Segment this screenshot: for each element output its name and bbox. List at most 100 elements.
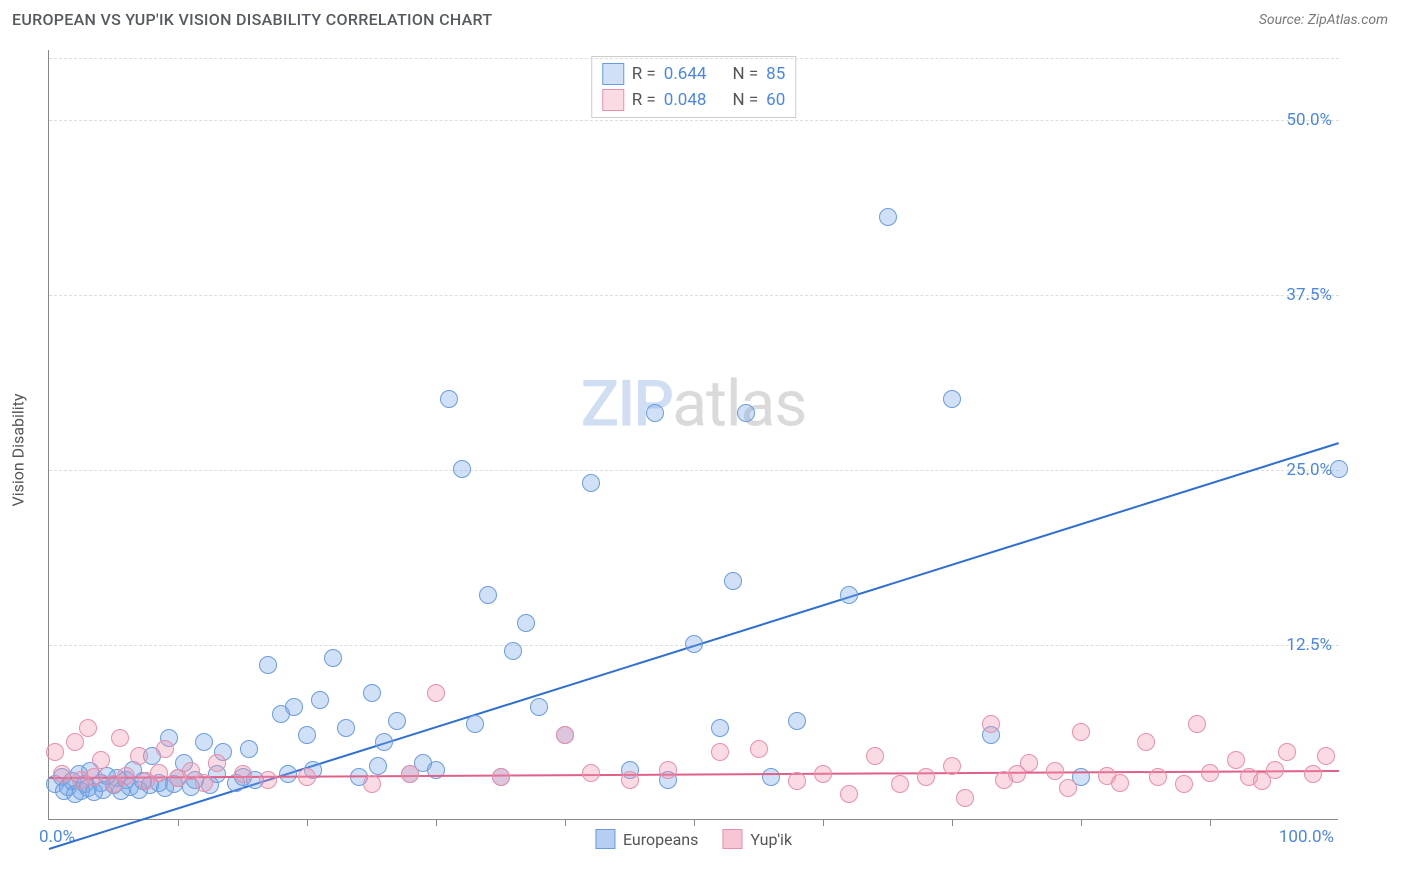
data-point [388, 712, 406, 730]
stat-n-label: N = [732, 64, 758, 84]
data-point [363, 684, 381, 702]
data-point [427, 684, 445, 702]
data-point [530, 698, 548, 716]
data-point [956, 789, 974, 807]
data-point [1227, 751, 1245, 769]
data-point [111, 729, 129, 747]
data-point [298, 768, 316, 786]
data-point [1188, 715, 1206, 733]
data-point [369, 757, 387, 775]
data-point [762, 768, 780, 786]
stat-r-value: 0.048 [664, 90, 707, 110]
stat-r-value: 0.644 [664, 64, 707, 84]
data-point [298, 726, 316, 744]
data-point [337, 719, 355, 737]
data-point [917, 768, 935, 786]
data-point [1149, 768, 1167, 786]
x-tick [307, 819, 308, 826]
data-point [1201, 764, 1219, 782]
gridline [49, 295, 1339, 296]
data-point [279, 765, 297, 783]
data-point [240, 740, 258, 758]
data-point [363, 775, 381, 793]
y-tick-label: 25.0% [1286, 460, 1332, 480]
data-point [130, 747, 148, 765]
data-point [1266, 761, 1284, 779]
data-point [79, 719, 97, 737]
data-point [195, 733, 213, 751]
data-point [150, 764, 168, 782]
data-point [466, 715, 484, 733]
data-point [1278, 743, 1296, 761]
scatter-chart: Vision Disability ZIPatlas R =0.644N =85… [48, 50, 1388, 850]
data-point [208, 754, 226, 772]
data-point [517, 614, 535, 632]
data-point [891, 775, 909, 793]
stat-n-label: N = [732, 90, 758, 110]
data-point [285, 698, 303, 716]
data-point [685, 635, 703, 653]
data-point [943, 390, 961, 408]
source-label: Source: ZipAtlas.com [1259, 12, 1388, 28]
data-point [711, 719, 729, 737]
data-point [1175, 775, 1193, 793]
stat-n-value: 85 [766, 64, 785, 84]
data-point [46, 743, 64, 761]
data-point [879, 208, 897, 226]
data-point [750, 740, 768, 758]
gridline [49, 470, 1339, 471]
data-point [1317, 747, 1335, 765]
legend-row: R = 0.048 N = 60 [602, 87, 786, 113]
data-point [375, 733, 393, 751]
data-point [504, 642, 522, 660]
data-point [711, 743, 729, 761]
x-max-label: 100.0% [1279, 827, 1334, 847]
data-point [1111, 774, 1129, 792]
data-point [311, 691, 329, 709]
data-point [453, 460, 471, 478]
gridline [49, 120, 1339, 121]
y-tick-label: 12.5% [1286, 635, 1332, 655]
x-tick [694, 819, 695, 826]
data-point [1137, 733, 1155, 751]
data-point [982, 715, 1000, 733]
data-point [1072, 723, 1090, 741]
data-point [840, 586, 858, 604]
watermark: ZIPatlas [581, 366, 807, 441]
legend-item: Yup'ik [722, 829, 792, 849]
data-point [401, 765, 419, 783]
x-tick [178, 819, 179, 826]
stat-n-value: 60 [766, 90, 785, 110]
watermark-atlas: atlas [672, 366, 806, 441]
legend-row: R = 0.644 N = 85 [602, 61, 786, 87]
legend-swatch [602, 89, 624, 111]
x-origin-label: 0.0% [39, 827, 75, 847]
data-point [1046, 762, 1064, 780]
data-point [659, 761, 677, 779]
legend-label: Europeans [623, 830, 698, 849]
y-tick-label: 50.0% [1286, 110, 1332, 130]
data-point [324, 649, 342, 667]
data-point [737, 404, 755, 422]
x-tick [1210, 819, 1211, 826]
data-point [814, 765, 832, 783]
legend-swatch [722, 829, 742, 849]
data-point [1330, 460, 1348, 478]
legend-label: Yup'ik [750, 830, 792, 849]
gridline [49, 58, 1339, 59]
data-point [259, 771, 277, 789]
stat-r-label: R = [632, 90, 656, 110]
data-point [234, 765, 252, 783]
data-point [92, 751, 110, 769]
chart-title: EUROPEAN VS YUP'IK VISION DISABILITY COR… [12, 10, 492, 29]
x-tick [952, 819, 953, 826]
x-tick [823, 819, 824, 826]
x-tick [565, 819, 566, 826]
data-point [1304, 765, 1322, 783]
stat-r-label: R = [632, 64, 656, 84]
data-point [582, 474, 600, 492]
data-point [440, 390, 458, 408]
y-axis-title: Vision Disability [9, 394, 28, 507]
data-point [85, 768, 103, 786]
data-point [156, 740, 174, 758]
